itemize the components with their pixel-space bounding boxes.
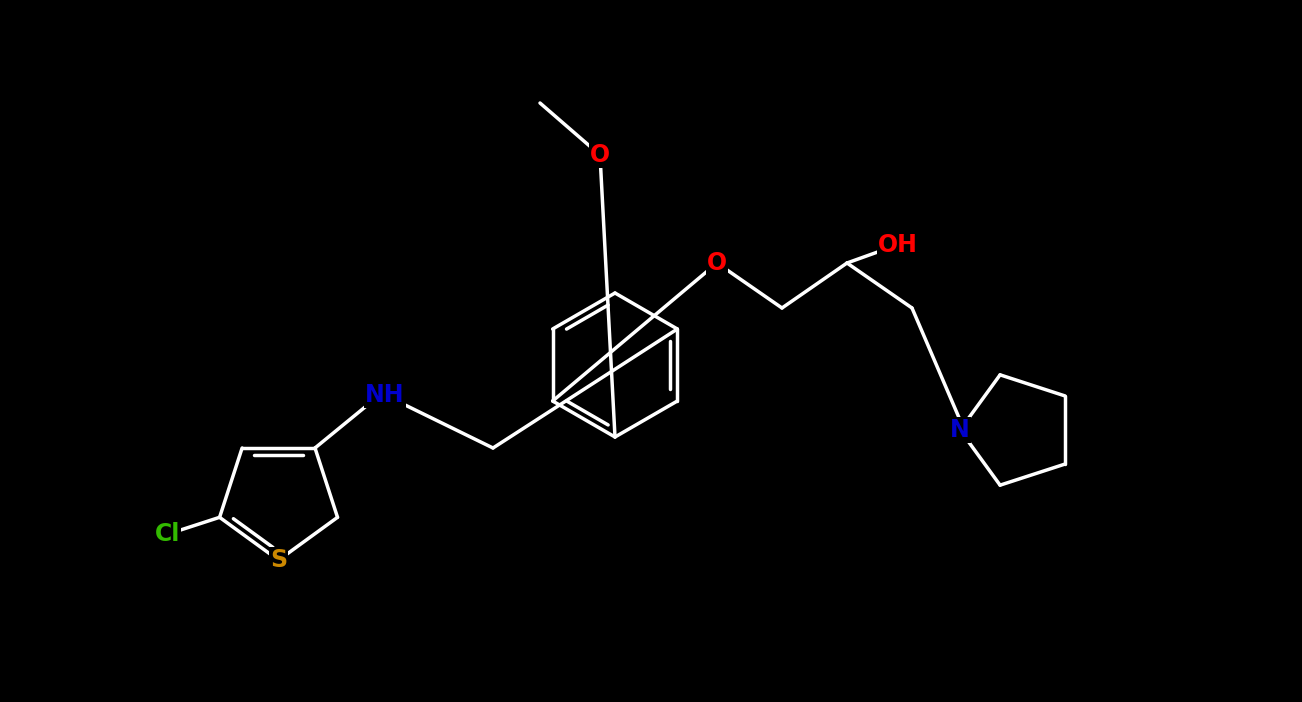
Text: Cl: Cl <box>155 522 180 546</box>
Text: S: S <box>270 548 288 572</box>
Text: O: O <box>707 251 727 275</box>
Text: O: O <box>590 143 611 167</box>
Text: NH: NH <box>366 383 405 407</box>
Text: OH: OH <box>878 233 918 257</box>
Text: N: N <box>950 418 970 442</box>
